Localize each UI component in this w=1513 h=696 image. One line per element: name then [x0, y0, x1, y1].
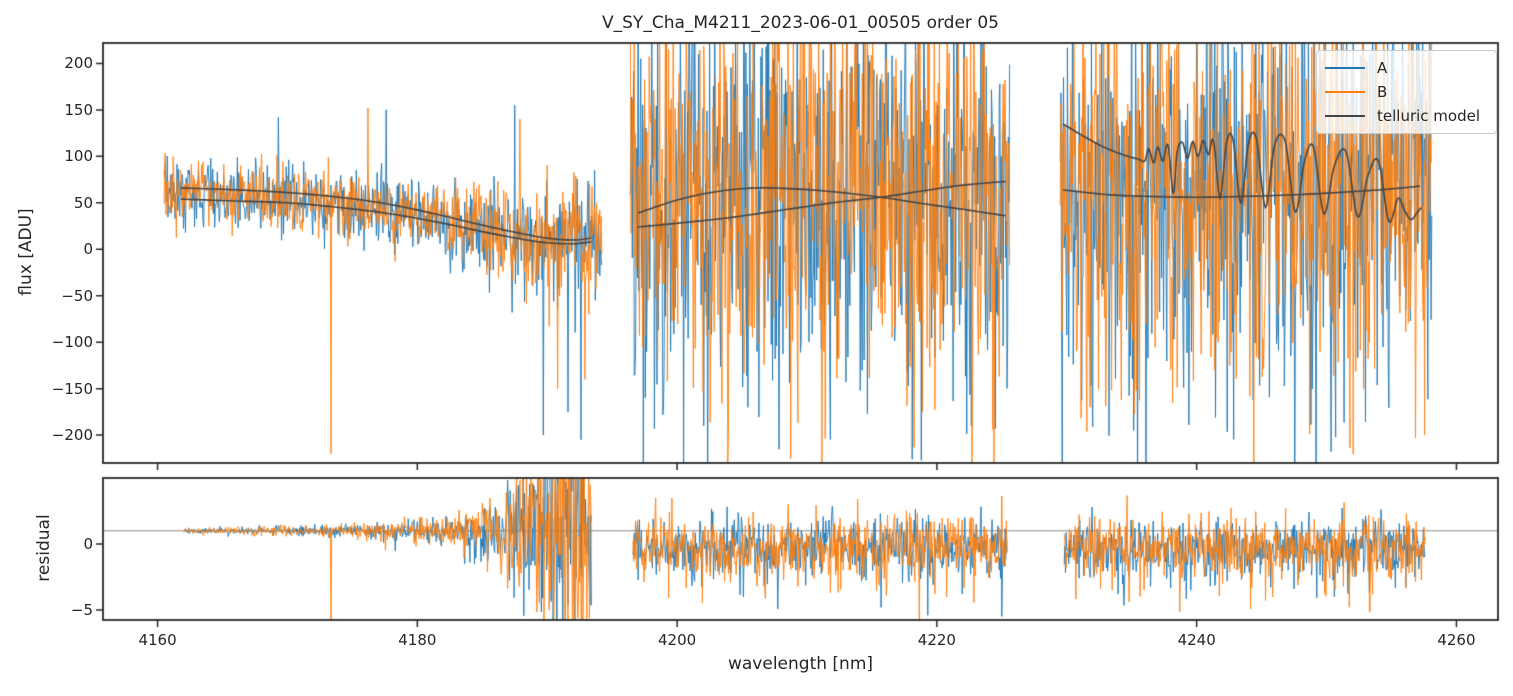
x-tick-label: 4160	[138, 631, 177, 649]
legend: A B telluric model	[1316, 50, 1497, 134]
legend-item-telluric: telluric model	[1325, 104, 1488, 128]
legend-label-telluric: telluric model	[1377, 107, 1481, 125]
x-tick-label: 4240	[1177, 631, 1216, 649]
x-tick-label: 4180	[398, 631, 437, 649]
y-tick-label-residual: 0	[83, 534, 93, 553]
y-tick-label-flux: −50	[61, 286, 93, 305]
legend-label-b: B	[1377, 83, 1388, 101]
y-tick-label-flux: −200	[51, 426, 93, 445]
x-tick-label: 4220	[917, 631, 956, 649]
legend-label-a: A	[1377, 59, 1388, 77]
line-swatch-a-icon	[1325, 67, 1365, 69]
legend-item-b: B	[1325, 80, 1488, 104]
legend-item-a: A	[1325, 56, 1488, 80]
y-tick-label-flux: −100	[51, 333, 93, 352]
chart-title: V_SY_Cha_M4211_2023-06-01_00505 order 05	[602, 13, 999, 33]
y-tick-label-flux: 50	[73, 193, 93, 212]
y-tick-label-flux: 200	[64, 54, 93, 73]
line-swatch-b-icon	[1325, 91, 1365, 93]
y-tick-label-flux: −150	[51, 379, 93, 398]
y-tick-label-flux: 100	[64, 147, 93, 166]
x-axis-label: wavelength [nm]	[727, 654, 874, 674]
line-swatch-telluric-icon	[1325, 115, 1365, 117]
x-tick-label: 4260	[1437, 631, 1476, 649]
y-tick-label-residual: −5	[70, 600, 93, 619]
y-tick-label-flux: 150	[64, 100, 93, 119]
y-tick-label-flux: 0	[83, 240, 93, 259]
x-tick-label: 4200	[658, 631, 697, 649]
